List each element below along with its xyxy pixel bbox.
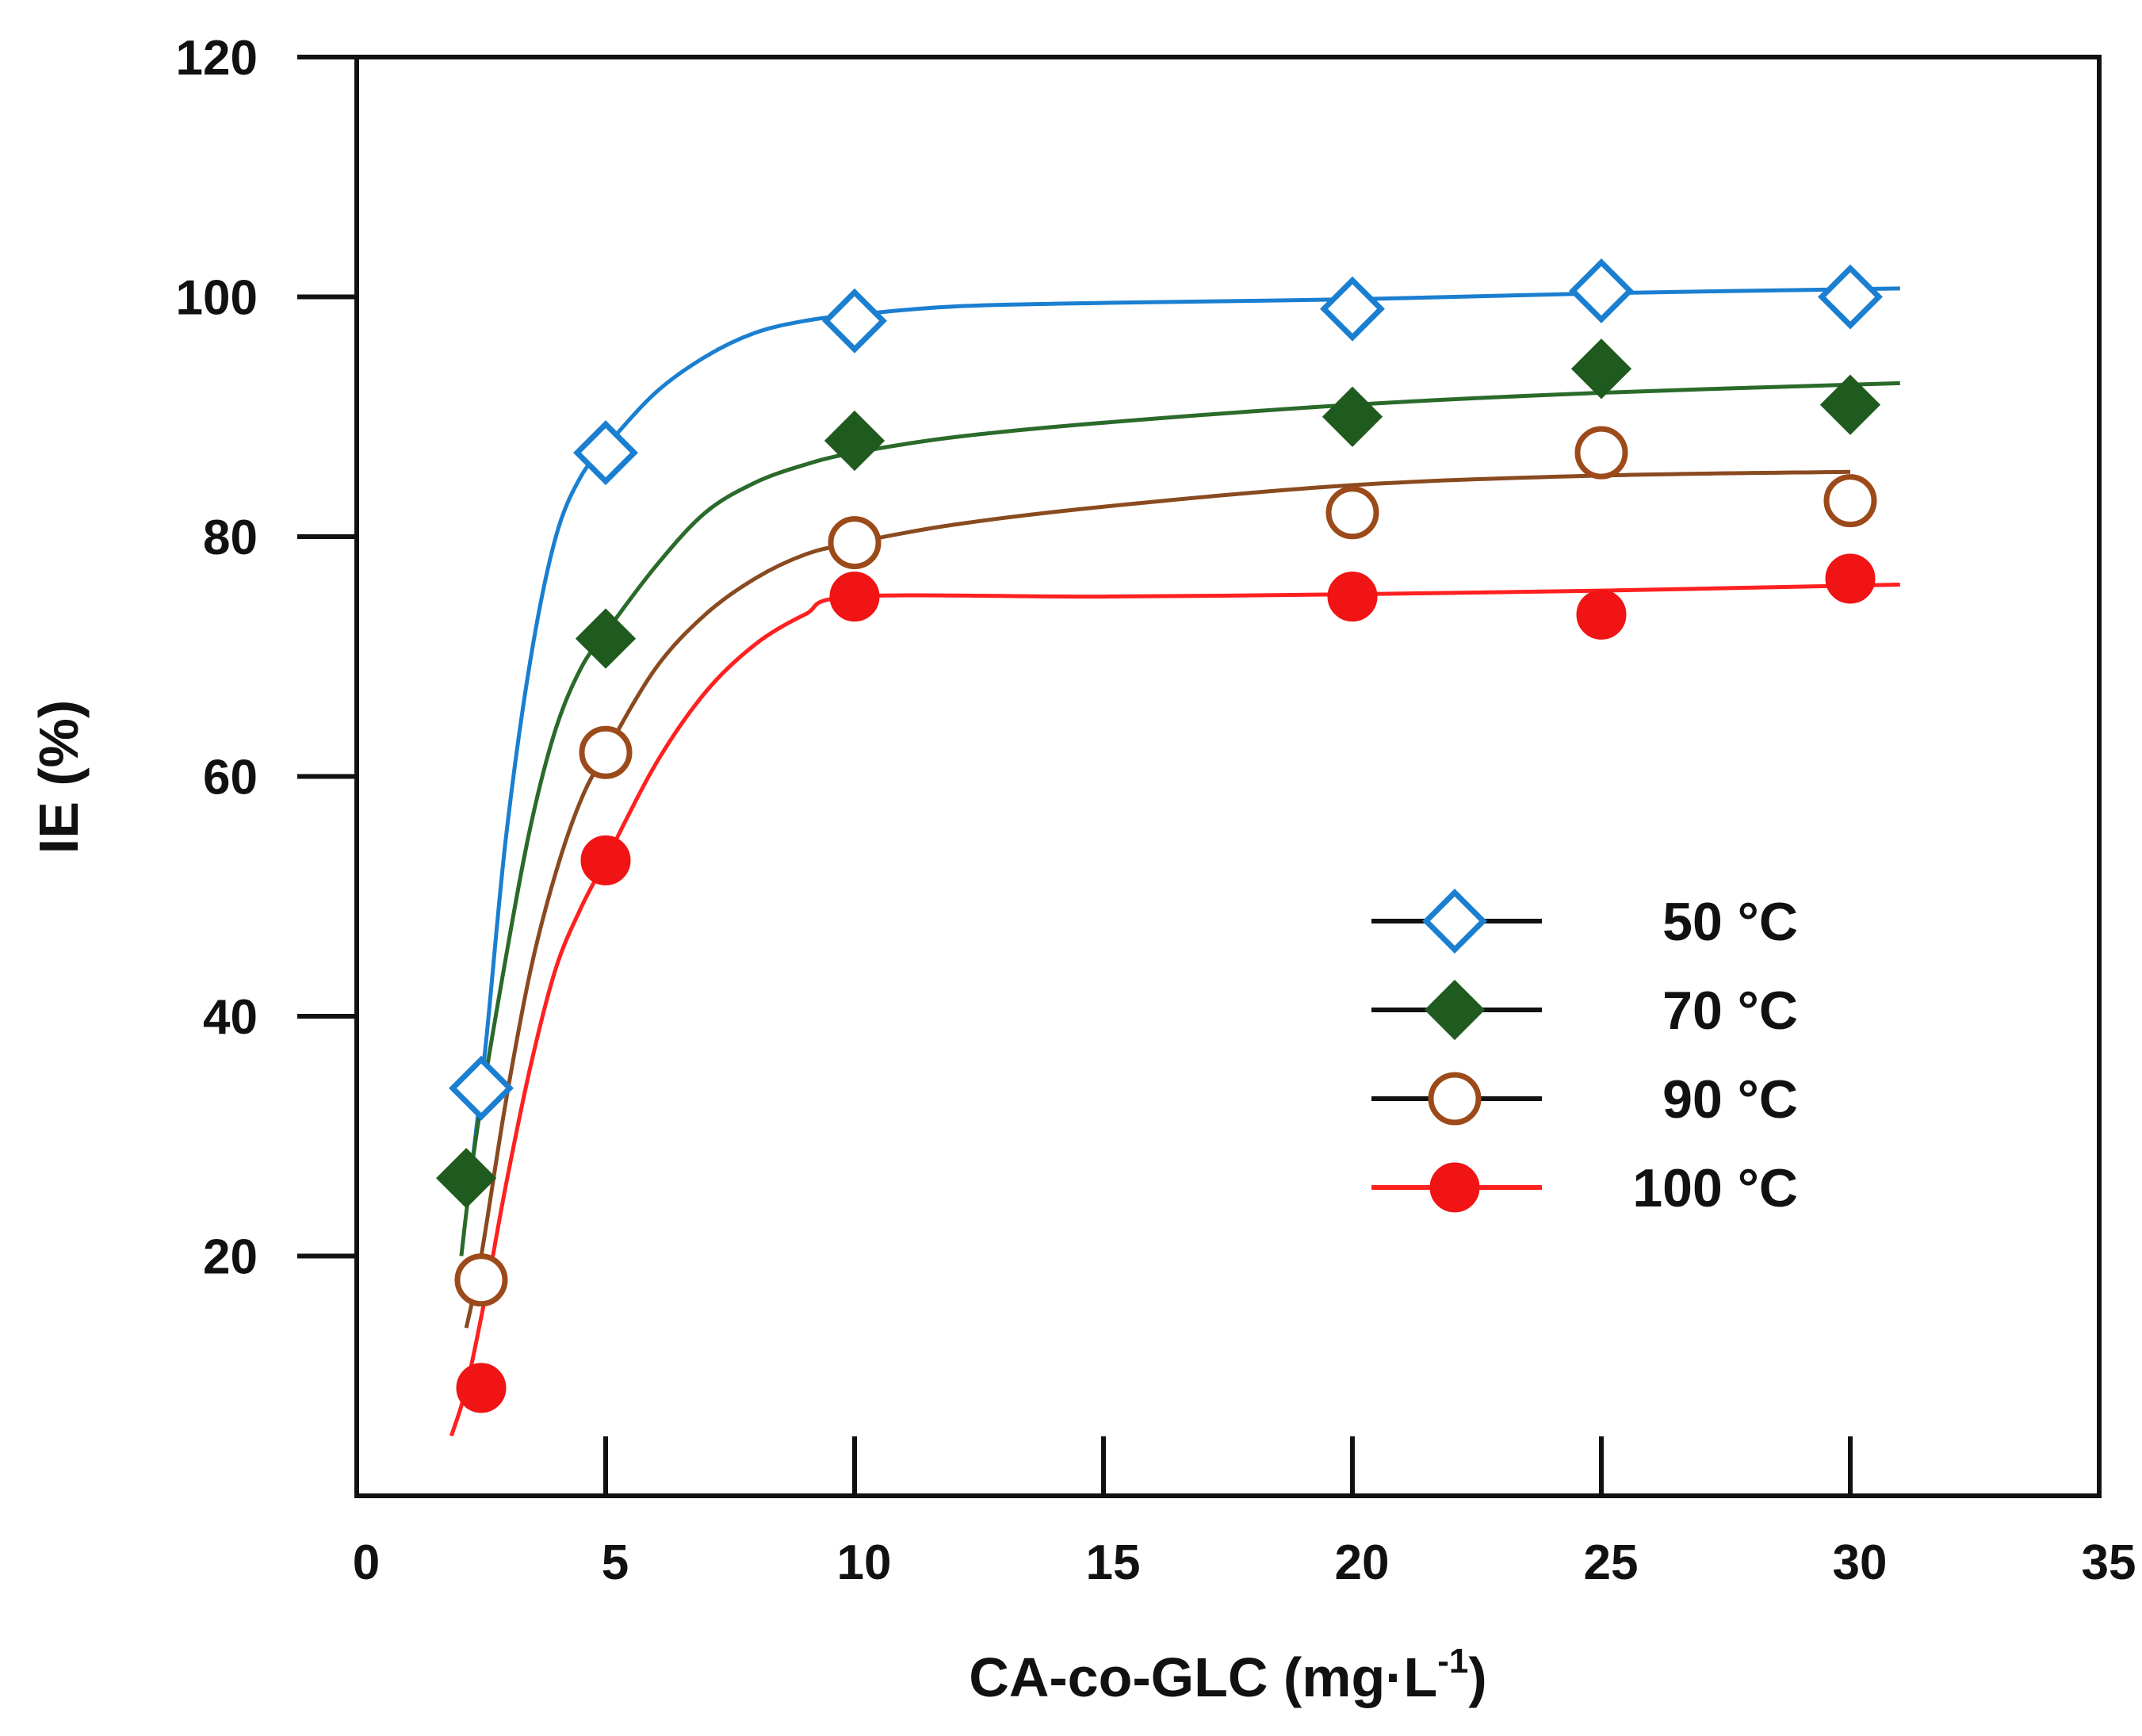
data-markers xyxy=(436,258,1883,1413)
y-axis: 20 40 60 80 100 120 xyxy=(176,31,357,1285)
x-axis-title-main: CA-co-GLC (mg·L xyxy=(969,1646,1437,1708)
x-tick-label: 0 xyxy=(353,1535,380,1590)
y-tick-label: 120 xyxy=(176,31,258,86)
x-axis-title: CA-co-GLC (mg·L-1) xyxy=(969,1642,1486,1708)
x-tick-label: 25 xyxy=(1584,1535,1639,1590)
data-point-series-1 xyxy=(1320,276,1385,342)
data-point-series-2 xyxy=(575,608,637,669)
y-tick-label: 80 xyxy=(203,510,258,565)
data-point-series-4 xyxy=(580,835,631,885)
fit-line-series-2 xyxy=(459,380,1900,1256)
plot-area xyxy=(354,55,2102,1498)
y-tick-label: 40 xyxy=(203,990,258,1045)
y-axis-title: IE (%) xyxy=(28,700,90,854)
data-point-series-1 xyxy=(449,1055,514,1121)
legend-marker xyxy=(1428,1072,1482,1126)
fit-line-series-3 xyxy=(464,469,1851,1329)
y-tick-label: 100 xyxy=(176,271,258,326)
data-point-series-2 xyxy=(436,1148,497,1209)
legend-marker xyxy=(1429,1162,1480,1213)
x-axis: 0 5 10 15 20 25 30 35 xyxy=(353,1436,2136,1590)
data-point-series-2 xyxy=(1819,374,1881,435)
data-point-series-4 xyxy=(829,572,880,622)
x-tick-label: 5 xyxy=(602,1535,629,1590)
data-point-series-3 xyxy=(1823,474,1877,528)
data-point-series-1 xyxy=(573,420,638,486)
x-tick-label: 30 xyxy=(1833,1535,1888,1590)
x-tick-label: 10 xyxy=(837,1535,892,1590)
fit-line-series-1 xyxy=(469,286,1900,1172)
data-point-series-3 xyxy=(454,1253,508,1307)
legend: 50 °C 70 °C 90 °C 100 °C xyxy=(1371,889,1798,1218)
legend-label: 70 °C xyxy=(1662,981,1798,1041)
data-point-series-4 xyxy=(1327,572,1378,622)
y-tick-label: 60 xyxy=(203,751,258,805)
data-point-series-1 xyxy=(1569,258,1634,323)
legend-label: 90 °C xyxy=(1662,1069,1798,1130)
legend-marker xyxy=(1422,889,1487,954)
data-point-series-3 xyxy=(579,725,633,779)
data-point-series-3 xyxy=(828,516,882,570)
x-tick-label: 20 xyxy=(1335,1535,1390,1590)
legend-label: 50 °C xyxy=(1662,892,1798,952)
y-tick-label: 20 xyxy=(203,1230,258,1285)
data-point-series-3 xyxy=(1325,486,1379,540)
plot-frame xyxy=(354,55,2102,1498)
x-tick-label: 35 xyxy=(2082,1535,2136,1590)
x-tick-label: 15 xyxy=(1086,1535,1141,1590)
data-point-series-4 xyxy=(1576,589,1627,640)
data-point-series-2 xyxy=(1322,386,1383,447)
data-point-series-2 xyxy=(824,410,885,472)
legend-marker xyxy=(1424,979,1486,1041)
data-point-series-4 xyxy=(456,1363,507,1413)
x-axis-title-end: ) xyxy=(1468,1646,1486,1708)
data-point-series-1 xyxy=(1818,264,1883,330)
data-point-series-3 xyxy=(1574,426,1628,480)
legend-label: 100 °C xyxy=(1632,1158,1798,1218)
data-point-series-1 xyxy=(822,288,887,354)
data-point-series-2 xyxy=(1570,338,1632,400)
fit-line-series-4 xyxy=(449,583,1900,1437)
fit-lines xyxy=(449,286,1900,1437)
data-point-series-4 xyxy=(1825,553,1876,604)
x-axis-title-superscript: -1 xyxy=(1437,1642,1468,1681)
